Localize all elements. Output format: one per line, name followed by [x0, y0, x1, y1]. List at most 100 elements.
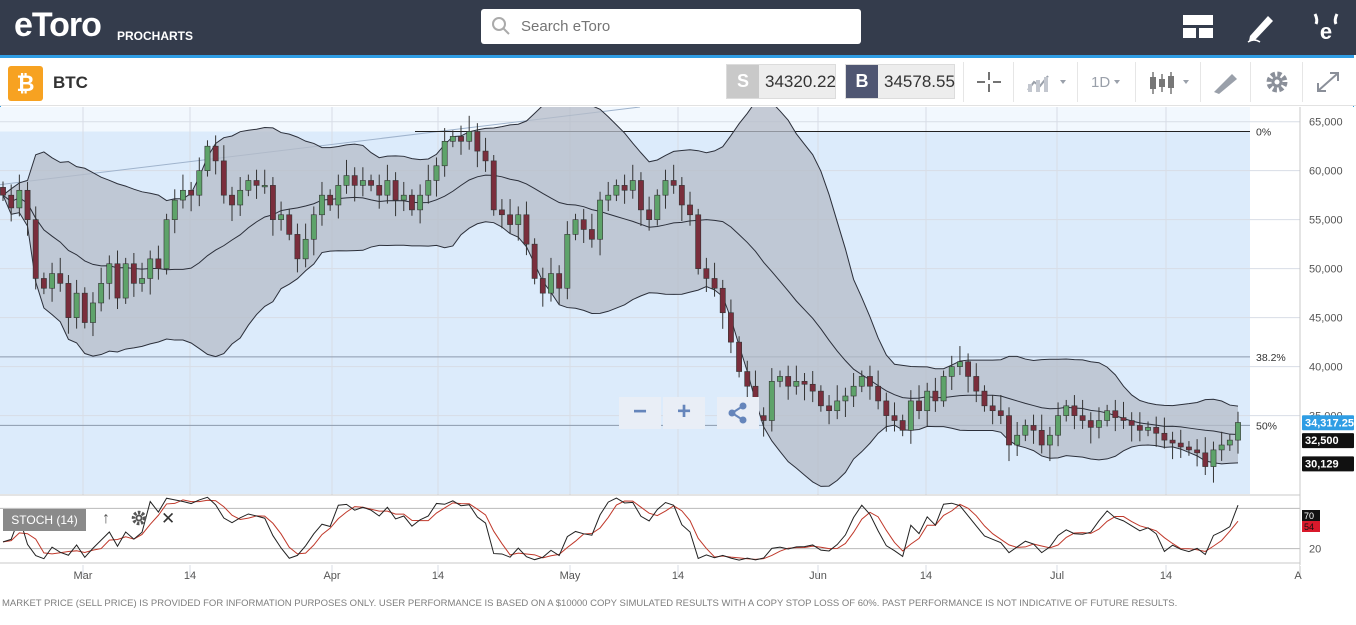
candle-bear: [458, 136, 464, 142]
candle: [507, 199, 513, 233]
crosshair-icon: [977, 72, 1001, 92]
candle-bear: [588, 229, 595, 240]
candle-bear: [32, 219, 39, 279]
etoro-e-icon[interactable]: e: [1309, 10, 1343, 44]
candle-bear: [728, 312, 734, 343]
candle-bull: [122, 263, 129, 299]
candle-bull: [466, 131, 473, 142]
candle-bear: [392, 180, 399, 201]
price-chart[interactable]: 0% 38.2% 50% 65,000 60,000 55,000 50,000 45,00…: [0, 107, 1356, 593]
pencil-icon[interactable]: [1244, 10, 1278, 44]
candle: [81, 287, 88, 329]
candle: [1186, 441, 1192, 456]
candle: [916, 385, 922, 420]
candle: [49, 262, 55, 302]
stoch-indicator-label[interactable]: STOCH (14): [3, 509, 86, 531]
candle-bull: [1014, 434, 1021, 446]
candle: [163, 213, 170, 275]
candle: [719, 279, 726, 329]
chevron-down-icon: [1114, 80, 1120, 84]
timeframe-dropdown[interactable]: 1D: [1077, 62, 1135, 102]
x-axis-tick-label: 14: [920, 570, 932, 582]
sell-price-button[interactable]: S 34320.22: [726, 64, 836, 99]
candle-bull: [163, 219, 170, 269]
candle-bear: [0, 187, 6, 196]
share-button[interactable]: [717, 397, 759, 429]
candle: [237, 177, 244, 216]
zoom-in-button[interactable]: +: [663, 397, 705, 429]
candle-bull: [1104, 410, 1111, 421]
candle-bear: [1161, 432, 1168, 441]
candle: [867, 365, 873, 400]
candle: [155, 245, 162, 280]
stoch-move-up-button[interactable]: ↑: [102, 510, 110, 527]
zoom-controls: − +: [619, 397, 759, 429]
candle-bear: [1112, 410, 1119, 418]
candle-bull: [384, 180, 391, 196]
stoch-k-line: [2, 496, 1239, 561]
candle: [1202, 437, 1209, 475]
search-input[interactable]: [481, 9, 861, 44]
candle-bear: [932, 390, 939, 402]
candle-bear: [24, 189, 31, 220]
candle: [597, 191, 603, 256]
fullscreen-button[interactable]: [1302, 62, 1352, 102]
candle-bear: [801, 381, 808, 385]
etoro-logo[interactable]: eToro: [14, 6, 102, 44]
candle-bull: [433, 165, 440, 181]
candle: [180, 174, 186, 209]
candle: [319, 181, 325, 226]
candle: [466, 115, 473, 150]
candle: [580, 208, 587, 243]
candle: [441, 128, 448, 177]
candle: [973, 363, 980, 403]
settings-button[interactable]: [1250, 62, 1302, 102]
stoch-close-button[interactable]: ✕: [161, 509, 176, 528]
price-tag-box: [1302, 433, 1354, 449]
chart-type-button[interactable]: [1013, 62, 1077, 102]
candle: [1169, 431, 1176, 460]
candle: [327, 189, 334, 211]
candle-bull: [49, 273, 55, 289]
zoom-out-button[interactable]: −: [619, 397, 661, 429]
drawing-button[interactable]: [1200, 62, 1250, 102]
timeframe-label: 1D: [1091, 74, 1111, 91]
share-icon: [728, 402, 747, 424]
candle: [1006, 407, 1012, 462]
candle-bull: [425, 180, 432, 196]
candle: [499, 199, 505, 229]
candle-bear: [1186, 446, 1192, 451]
candle: [1112, 399, 1119, 432]
candle-bear: [719, 287, 726, 314]
crosshair-button[interactable]: [963, 62, 1013, 102]
candle: [171, 189, 178, 234]
sell-letter: S: [727, 65, 759, 98]
candle: [605, 181, 612, 212]
candle: [777, 370, 783, 388]
candle: [73, 279, 80, 329]
stoch-settings-gear-icon[interactable]: [131, 510, 147, 526]
candle: [474, 123, 481, 168]
candle: [261, 169, 268, 194]
candle-bear: [57, 273, 64, 284]
candle-bull: [1235, 422, 1241, 441]
candle: [1177, 429, 1184, 458]
candle: [1063, 399, 1070, 422]
candle: [98, 267, 105, 312]
x-axis-tick-label: 14: [432, 570, 444, 582]
candle: [425, 164, 432, 204]
x-axis-tick-label: Jul: [1050, 570, 1064, 582]
price-tag-box: [1302, 415, 1354, 431]
candle: [891, 402, 898, 432]
y-axis-tick-label: 50,000: [1309, 264, 1343, 276]
candle: [294, 223, 301, 273]
candles-button[interactable]: [1135, 62, 1200, 102]
candle-bear: [646, 209, 653, 220]
candle: [1030, 414, 1037, 444]
candle: [196, 157, 203, 207]
candle: [1161, 417, 1168, 449]
buy-price-button[interactable]: B 34578.55: [845, 64, 955, 99]
candle-bear: [539, 278, 546, 294]
stoch-d-tag: [1302, 521, 1320, 532]
layout-icon[interactable]: [1181, 10, 1215, 44]
